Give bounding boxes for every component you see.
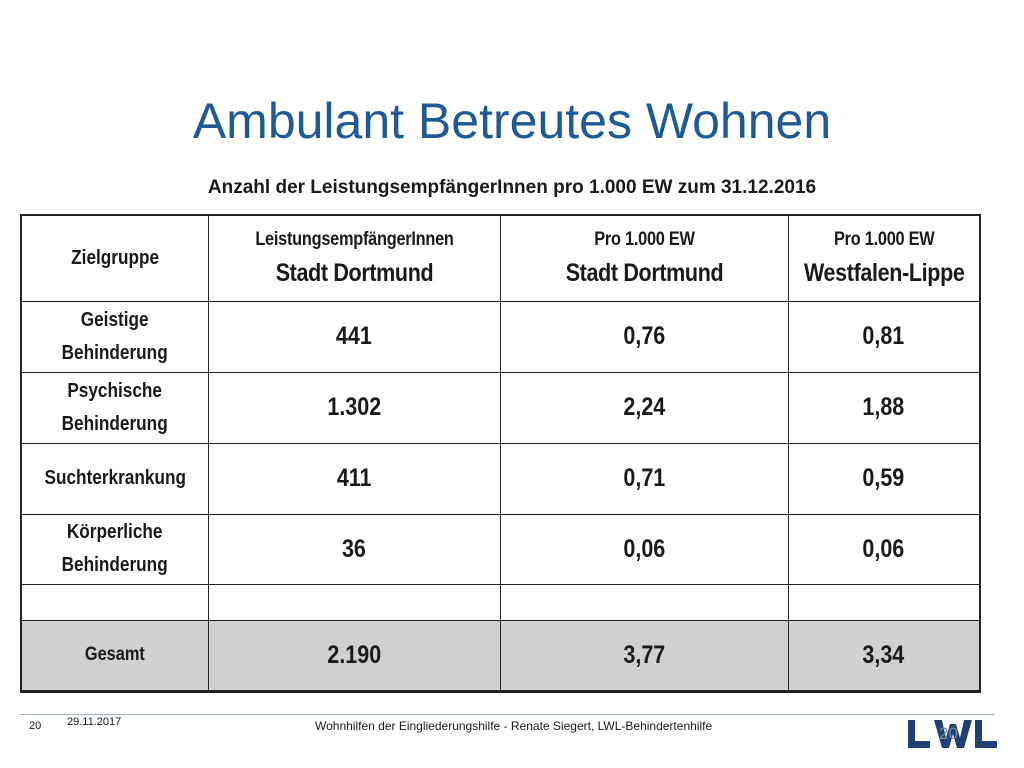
- header-cell-recipients: LeistungsempfängerInnen Stadt Dortmund: [207, 214, 501, 302]
- empty-cell: [499, 583, 789, 621]
- per-1000-wl-cell: 1,88: [787, 371, 981, 444]
- header-per-1000-wl-bottom: Westfalen-Lippe: [803, 258, 965, 287]
- recipients-cell: 1.302: [207, 371, 501, 444]
- table-row: Körperliche Behinderung 36 0,06 0,06: [20, 513, 981, 585]
- per-1000-wl-cell: 0,06: [787, 513, 981, 585]
- footer-page-number: 20: [29, 720, 42, 732]
- total-label-cell: Gesamt: [20, 619, 209, 693]
- total-row: Gesamt 2.190 3,77 3,34: [20, 619, 981, 693]
- header-cell-per-1000-wl: Pro 1.000 EW Westfalen-Lippe: [787, 214, 981, 302]
- total-per-1000-wl-cell: 3,34: [787, 619, 981, 693]
- footer-date: 29.11.2017: [67, 716, 122, 728]
- slide-subtitle: Anzahl der LeistungsempfängerInnen pro 1…: [207, 177, 817, 198]
- recipients-cell: 411: [207, 442, 501, 515]
- data-table: Zielgruppe LeistungsempfängerInnen Stadt…: [20, 214, 981, 693]
- total-label: Gesamt: [84, 644, 145, 665]
- per-1000-wl-cell: 0,81: [787, 300, 981, 373]
- recipients-value: 411: [336, 464, 372, 492]
- lwl-logo: [908, 720, 997, 748]
- header-per-1000-dortmund-bottom: Stadt Dortmund: [565, 258, 723, 287]
- total-recipients-value: 2.190: [327, 640, 381, 669]
- header-per-1000-dortmund-top: Pro 1.000 EW: [593, 228, 695, 250]
- empty-cell: [787, 583, 981, 621]
- recipients-cell: 441: [207, 300, 501, 373]
- per-1000-wl-value: 0,06: [862, 534, 905, 563]
- header-recipients-bottom: Stadt Dortmund: [275, 258, 433, 287]
- per-1000-wl-value: 1,88: [862, 393, 905, 421]
- row-label-cell: Psychische Behinderung: [20, 371, 209, 444]
- table-row: Geistige Behinderung 441 0,76 0,81: [20, 300, 981, 373]
- logo-page-number: 20: [939, 724, 958, 743]
- per-1000-dortmund-value: 0,76: [623, 322, 665, 350]
- slide-title: Ambulant Betreutes Wohnen: [192, 93, 832, 149]
- per-1000-dortmund-value: 2,24: [623, 393, 665, 421]
- empty-cell: [207, 583, 501, 621]
- total-per-1000-dortmund-cell: 3,77: [499, 619, 789, 693]
- recipients-cell: 36: [207, 513, 501, 585]
- per-1000-dortmund-cell: 2,24: [499, 371, 789, 444]
- total-per-1000-dortmund-value: 3,77: [623, 640, 665, 669]
- per-1000-dortmund-cell: 0,06: [499, 513, 789, 585]
- per-1000-wl-cell: 0,59: [787, 442, 981, 515]
- per-1000-dortmund-value: 0,06: [623, 534, 665, 563]
- row-label: Psychische Behinderung: [61, 379, 168, 435]
- header-cell-zielgruppe: Zielgruppe: [20, 214, 209, 302]
- table-row: Psychische Behinderung 1.302 2,24 1,88: [20, 371, 981, 444]
- per-1000-dortmund-cell: 0,71: [499, 442, 789, 515]
- per-1000-wl-value: 0,81: [862, 322, 905, 350]
- total-recipients-cell: 2.190: [207, 619, 501, 693]
- row-label-cell: Geistige Behinderung: [20, 300, 209, 373]
- header-cell-per-1000-dortmund: Pro 1.000 EW Stadt Dortmund: [499, 214, 789, 302]
- recipients-value: 1.302: [327, 393, 381, 421]
- per-1000-dortmund-value: 0,71: [623, 464, 665, 492]
- per-1000-wl-value: 0,59: [862, 464, 905, 492]
- table-header-row: Zielgruppe LeistungsempfängerInnen Stadt…: [20, 214, 981, 302]
- row-label: Geistige Behinderung: [61, 308, 168, 364]
- per-1000-dortmund-cell: 0,76: [499, 300, 789, 373]
- header-zielgruppe: Zielgruppe: [70, 246, 159, 269]
- empty-cell: [20, 583, 209, 621]
- row-label: Suchterkrankung: [44, 467, 186, 489]
- total-per-1000-wl-value: 3,34: [862, 640, 905, 669]
- row-label: Körperliche Behinderung: [61, 521, 168, 576]
- header-recipients-top: LeistungsempfängerInnen: [254, 228, 454, 250]
- empty-row: [20, 583, 981, 621]
- row-label-cell: Körperliche Behinderung: [20, 513, 209, 585]
- footer-divider: [20, 714, 994, 715]
- header-per-1000-wl-top: Pro 1.000 EW: [833, 228, 935, 250]
- table-row: Suchterkrankung 411 0,71 0,59: [20, 442, 981, 515]
- footer-text: Wohnhilfen der Eingliederungshilfe - Ren…: [315, 719, 713, 733]
- recipients-value: 441: [336, 322, 372, 350]
- row-label-cell: Suchterkrankung: [20, 442, 209, 515]
- recipients-value: 36: [342, 534, 366, 563]
